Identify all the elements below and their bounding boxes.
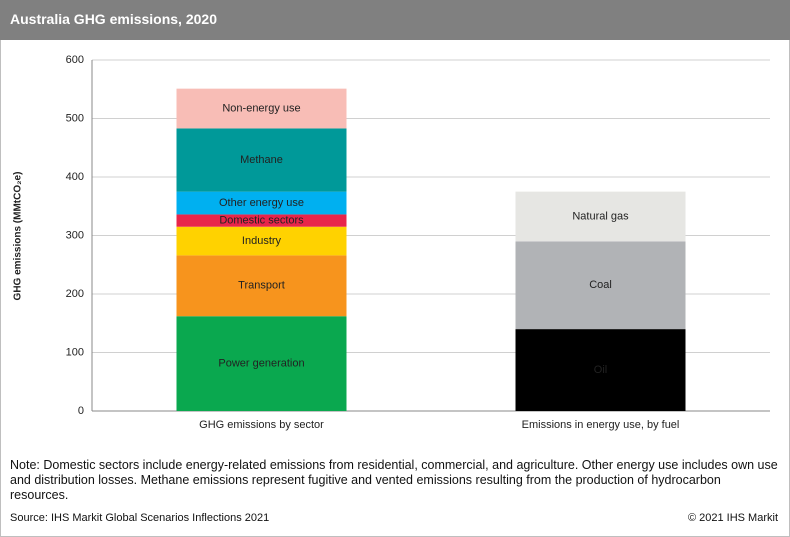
bar-segment xyxy=(176,316,347,411)
bar-segment xyxy=(176,128,347,192)
bar-segment xyxy=(176,226,347,256)
segment-label: Other energy use xyxy=(219,197,304,209)
copyright: © 2021 IHS Markit xyxy=(687,512,778,524)
bar-segment xyxy=(176,191,347,215)
bar-segment xyxy=(515,329,686,411)
y-tick-label: 200 xyxy=(66,288,84,300)
segment-label: Coal xyxy=(589,279,612,291)
segment-label: Domestic sectors xyxy=(219,214,304,226)
source: Source: IHS Markit Global Scenarios Infl… xyxy=(10,512,270,524)
segment-label: Transport xyxy=(238,280,285,292)
y-tick-label: 300 xyxy=(66,229,84,241)
bar-segment xyxy=(515,241,686,330)
x-tick-label: Emissions in energy use, by fuel xyxy=(522,419,680,431)
bar-segment xyxy=(176,88,347,129)
segment-label: Oil xyxy=(594,364,607,376)
segment-label: Methane xyxy=(240,154,283,166)
x-tick-label: GHG emissions by sector xyxy=(199,419,324,431)
header-bar: Australia GHG emissions, 2020 xyxy=(0,0,790,40)
chart: GHG emissions (MMtCO₂e) 0 100 200 300 400 500… xyxy=(13,54,770,431)
bar-segment xyxy=(176,255,347,317)
bar-segment xyxy=(515,191,686,242)
y-tick-label: 500 xyxy=(66,112,84,124)
y-tick-label: 0 xyxy=(78,405,84,417)
y-axis-label: GHG emissions (MMtCO₂e) xyxy=(13,172,24,301)
y-tick-label: 400 xyxy=(66,171,84,183)
segment-label: Industry xyxy=(242,235,282,247)
segment-label: Natural gas xyxy=(572,210,629,222)
note: Note: Domestic sectors include energy-re… xyxy=(10,458,778,502)
y-tick-label: 600 xyxy=(66,54,84,66)
y-tick-label: 100 xyxy=(66,346,84,358)
segment-label: Non-energy use xyxy=(222,102,300,114)
bar-segment xyxy=(176,214,347,227)
chart-title: Australia GHG emissions, 2020 xyxy=(10,11,217,27)
segment-label: Power generation xyxy=(218,358,304,370)
